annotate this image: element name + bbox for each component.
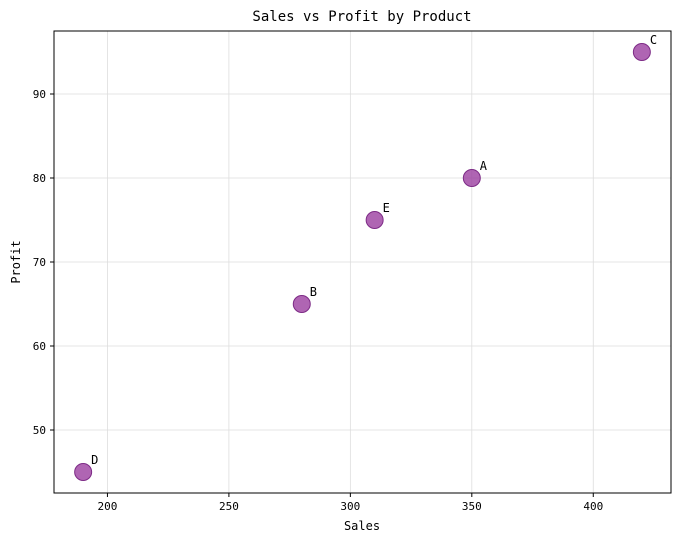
y-tick-label: 90	[33, 88, 46, 101]
data-point-c	[632, 43, 651, 61]
x-tick-label: 300	[340, 500, 360, 513]
data-point-d	[74, 463, 93, 481]
y-tick-label: 70	[33, 256, 46, 269]
point-label-c: C	[650, 33, 657, 47]
x-tick-label: 400	[583, 500, 603, 513]
y-tick-label: 60	[33, 340, 46, 353]
point-label-d: D	[91, 453, 98, 467]
y-tick-label: 50	[33, 424, 46, 437]
x-tick-label: 250	[219, 500, 239, 513]
point-label-e: E	[383, 201, 390, 215]
data-point-e	[365, 211, 384, 229]
y-tick-label: 80	[33, 172, 46, 185]
data-point-b	[292, 295, 311, 313]
x-axis-label: Sales	[344, 519, 380, 533]
point-label-a: A	[480, 159, 488, 173]
chart-title: Sales vs Profit by Product	[252, 9, 471, 25]
y-axis-label: Profit	[9, 240, 23, 283]
grid-layer	[54, 31, 671, 493]
ticks-layer: 200 250 300 350 400 50 60 70 80 90	[33, 88, 603, 513]
data-point-a	[462, 169, 481, 187]
x-tick-label: 200	[98, 500, 118, 513]
point-label-b: B	[310, 285, 317, 299]
x-tick-label: 350	[462, 500, 482, 513]
points-layer: A B C D E	[74, 33, 657, 481]
